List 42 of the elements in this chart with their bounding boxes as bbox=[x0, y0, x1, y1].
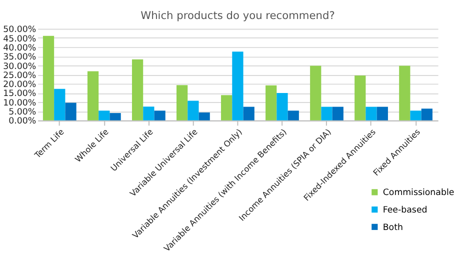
bar bbox=[276, 93, 288, 120]
y-tick-label: 30.00% bbox=[3, 62, 36, 72]
bar bbox=[42, 36, 54, 120]
bar bbox=[366, 106, 377, 120]
y-tick-label: 5.00% bbox=[8, 108, 36, 118]
y-tick-label: 15.00% bbox=[3, 89, 36, 100]
legend-label: Both bbox=[382, 222, 403, 233]
y-tick-label: 45.00% bbox=[3, 34, 36, 44]
bar bbox=[410, 110, 422, 120]
bar bbox=[154, 110, 166, 120]
chart-title: Which products do you recommend? bbox=[140, 10, 335, 22]
bar bbox=[332, 106, 344, 120]
y-tick-label: 40.00% bbox=[3, 43, 36, 54]
bar bbox=[310, 66, 322, 120]
y-tick-label: 35.00% bbox=[3, 52, 36, 63]
bar bbox=[54, 88, 66, 120]
y-tick-label: 10.00% bbox=[3, 98, 36, 108]
bar bbox=[221, 95, 232, 120]
y-tick-label: 0.00% bbox=[8, 116, 36, 127]
bar bbox=[110, 113, 121, 120]
bar bbox=[232, 52, 244, 120]
bar bbox=[354, 75, 366, 120]
bar bbox=[288, 110, 299, 120]
bar bbox=[198, 112, 210, 120]
bar bbox=[98, 110, 110, 120]
bar bbox=[132, 59, 144, 120]
legend-label: Fee-based bbox=[382, 205, 428, 216]
y-tick-label: 25.00% bbox=[3, 70, 36, 81]
bar bbox=[399, 66, 410, 120]
bar bbox=[321, 106, 332, 120]
bar bbox=[376, 106, 388, 120]
bar bbox=[176, 85, 188, 120]
bar bbox=[266, 85, 277, 120]
bar bbox=[87, 71, 99, 120]
y-tick-label: 50.00% bbox=[3, 25, 36, 36]
legend-label: Commissionable bbox=[382, 188, 454, 198]
y-tick-label: 20.00% bbox=[3, 80, 36, 90]
bar bbox=[421, 108, 432, 120]
bar bbox=[65, 102, 76, 120]
bar bbox=[243, 106, 254, 120]
bar bbox=[143, 106, 154, 120]
bar bbox=[188, 100, 199, 120]
